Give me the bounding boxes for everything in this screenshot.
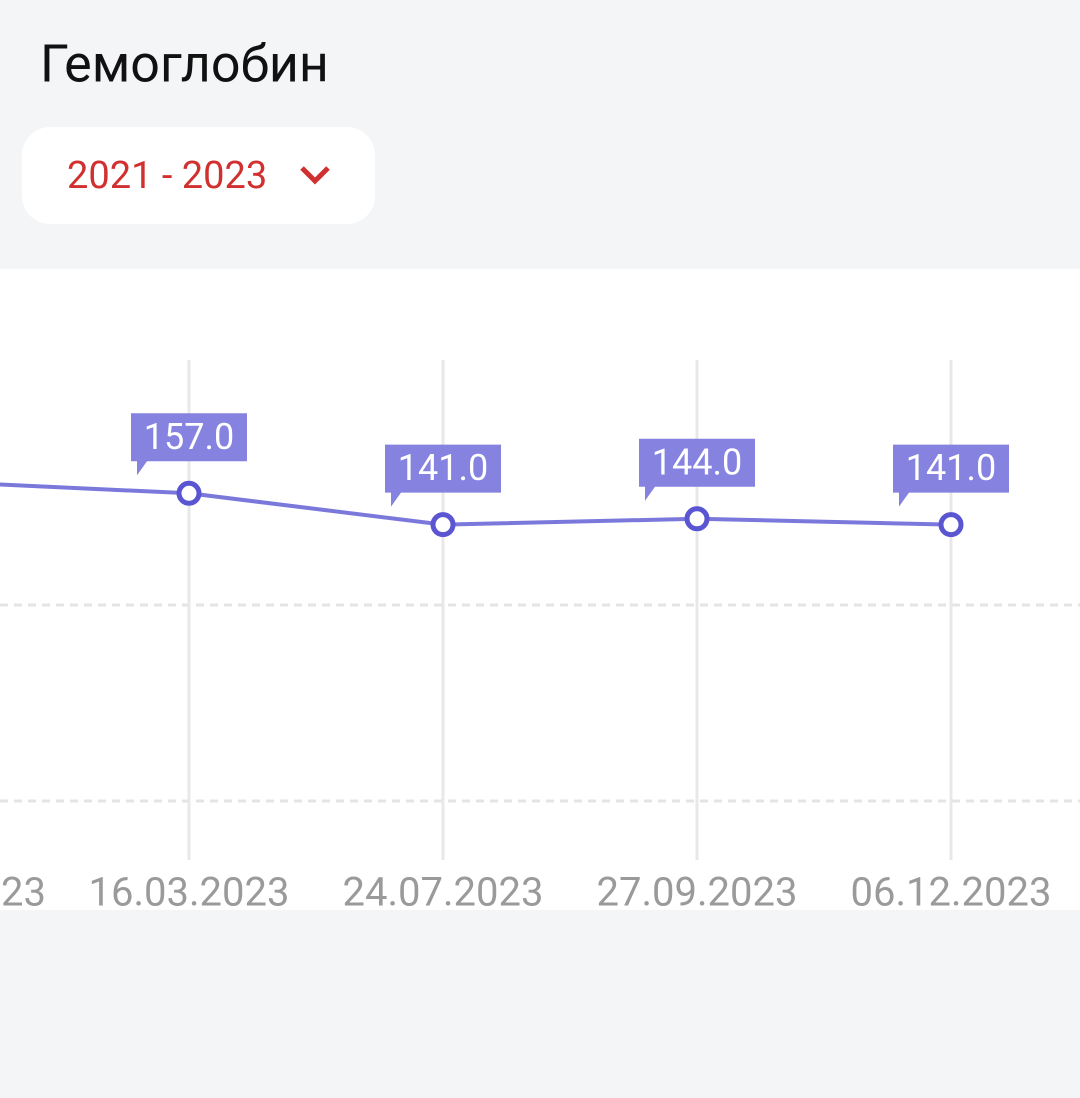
- chevron-icon[interactable]: [300, 166, 330, 185]
- value-callout: [639, 438, 755, 501]
- x-tick-label: 23: [1, 869, 46, 916]
- value-label: 144.0: [652, 441, 742, 483]
- chart: 23 16.03.2023 24.07.2023 27.09.2023 06.12.20…: [0, 360, 1080, 916]
- period-selector[interactable]: 2021 - 2023: [22, 127, 375, 224]
- value-label: 141.0: [398, 447, 488, 489]
- data-point: [176, 480, 202, 506]
- value-callout: [385, 444, 501, 507]
- data-point: [684, 506, 710, 532]
- data-point: [430, 512, 456, 538]
- x-tick-label: 24.07.2023: [343, 869, 544, 916]
- x-tick-label: 27.09.2023: [597, 869, 798, 916]
- chart-panel: [0, 269, 1080, 910]
- selector-box[interactable]: [22, 127, 375, 224]
- value-label: 157.0: [144, 416, 234, 458]
- value-callout: [131, 413, 247, 476]
- selector-label[interactable]: 2021 - 2023: [67, 154, 267, 198]
- value-callout: [893, 444, 1009, 507]
- x-tick-label: 16.03.2023: [89, 869, 290, 916]
- data-point: [938, 512, 964, 538]
- value-label: 141.0: [906, 447, 996, 489]
- x-tick-label: 06.12.2023: [851, 869, 1052, 916]
- page-title: Гемоглобин: [40, 34, 329, 95]
